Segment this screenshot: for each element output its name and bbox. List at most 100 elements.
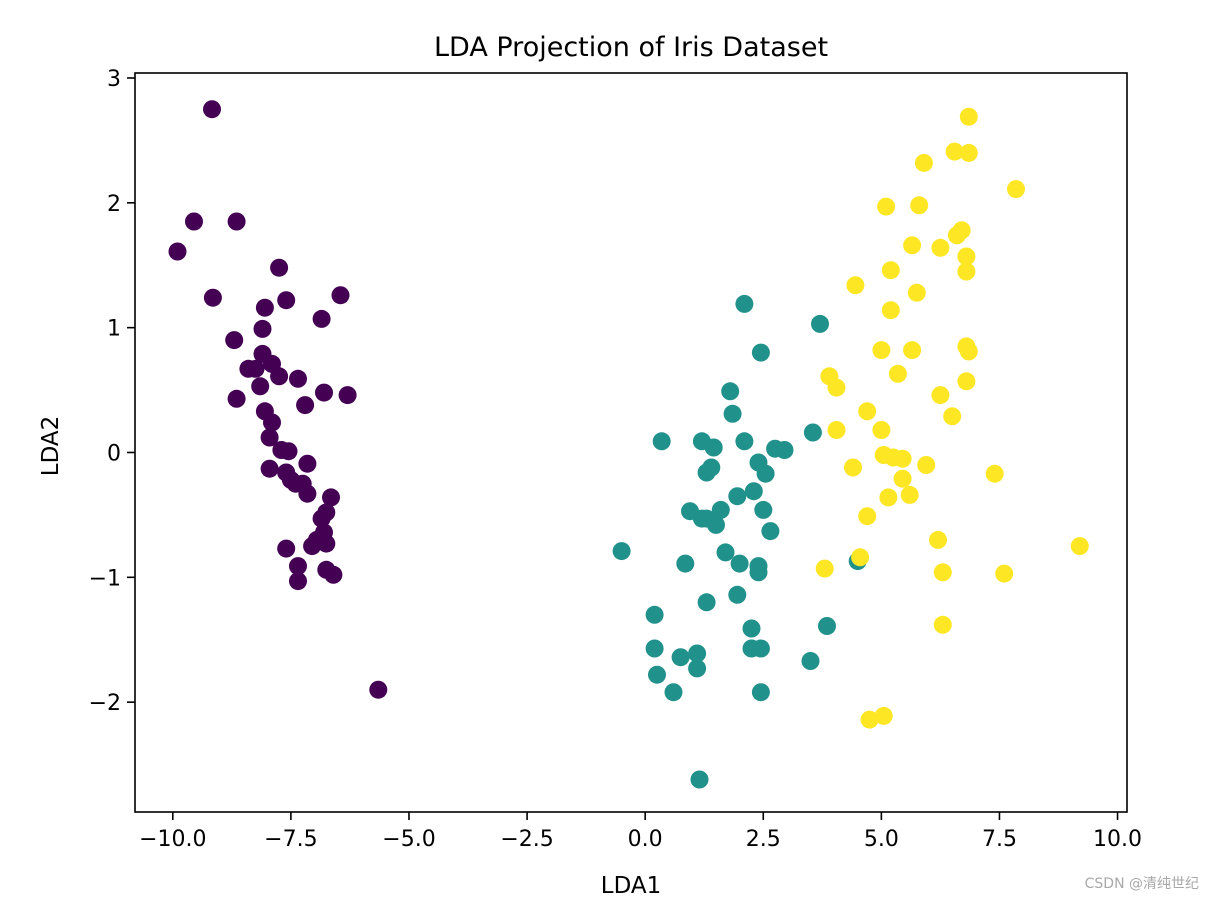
data-point (803, 423, 822, 442)
data-point (888, 364, 907, 383)
y-tick-label: −2 (89, 691, 121, 716)
data-point (818, 617, 836, 635)
data-point (881, 261, 900, 280)
data-point (957, 262, 976, 281)
data-point (331, 286, 350, 305)
data-point (995, 564, 1014, 583)
data-point (751, 343, 770, 362)
data-point (296, 396, 315, 415)
data-point (277, 291, 296, 310)
data-point (298, 454, 317, 473)
data-point (270, 258, 289, 277)
data-point (645, 639, 664, 658)
y-axis: −2 −1 0 1 2 3 (89, 67, 135, 716)
data-point (931, 238, 950, 257)
data-point (279, 442, 298, 461)
data-point (704, 438, 723, 457)
y-tick-label: 2 (107, 192, 121, 217)
data-point (263, 413, 281, 432)
data-point (761, 522, 780, 541)
data-point (645, 605, 664, 624)
data-point (322, 488, 340, 507)
data-point (711, 500, 730, 519)
data-point (933, 563, 952, 582)
data-point (225, 331, 244, 350)
data-point (872, 341, 891, 360)
data-point (289, 572, 307, 591)
x-axis-label: LDA1 (601, 873, 662, 899)
data-point (688, 644, 707, 663)
data-point (688, 659, 707, 678)
data-point (903, 341, 922, 360)
data-point (676, 554, 695, 573)
data-point (315, 383, 333, 402)
data-point (652, 432, 671, 451)
y-tick-label: 1 (107, 317, 121, 342)
data-point (827, 421, 846, 439)
data-point (690, 770, 709, 789)
data-point (846, 276, 865, 295)
data-point (957, 247, 976, 266)
x-tick-label: −2.5 (500, 827, 553, 852)
data-point (298, 484, 317, 503)
data-point (959, 342, 978, 361)
chart-title: LDA Projection of Iris Dataset (434, 32, 828, 63)
data-point (289, 557, 307, 576)
data-point (959, 107, 978, 126)
data-point (947, 226, 966, 245)
data-point (742, 619, 761, 638)
x-tick-label: −10.0 (139, 827, 206, 852)
data-point (900, 485, 919, 504)
data-point (227, 389, 246, 408)
data-point (775, 441, 794, 459)
data-point (185, 212, 203, 231)
data-point (893, 449, 912, 468)
data-point (815, 559, 834, 578)
data-point (707, 515, 725, 534)
data-point (671, 648, 690, 667)
data-point (945, 142, 964, 161)
data-point (957, 372, 976, 391)
data-point (844, 458, 862, 477)
data-point (270, 367, 289, 386)
data-point (312, 509, 331, 528)
x-tick-label: 10.0 (1093, 827, 1142, 852)
data-point (811, 314, 829, 333)
data-point (749, 563, 768, 582)
data-point (917, 456, 936, 474)
data-point (648, 665, 666, 684)
x-tick-label: 5.0 (864, 827, 899, 852)
data-point (914, 153, 933, 172)
data-point (881, 301, 900, 320)
data-point (858, 507, 877, 526)
data-point (303, 537, 322, 556)
data-point (251, 377, 270, 396)
watermark: CSDN @清纯世纪 (1084, 876, 1199, 892)
data-point (227, 212, 246, 231)
data-point (735, 432, 754, 451)
plot-frame (134, 72, 1128, 813)
data-point (751, 639, 770, 658)
x-tick-label: 7.5 (982, 827, 1017, 852)
data-point (203, 100, 221, 119)
data-point (338, 386, 357, 405)
x-tick-label: 0.0 (628, 827, 663, 852)
data-point (728, 487, 747, 506)
data-point (730, 554, 749, 573)
y-tick-label: −1 (89, 566, 121, 591)
data-point (874, 706, 893, 725)
data-point (664, 683, 683, 702)
data-point (324, 565, 343, 584)
data-point (735, 294, 754, 313)
data-point (612, 542, 631, 561)
x-tick-label: 2.5 (746, 827, 781, 852)
data-point (723, 404, 742, 423)
data-point (860, 710, 879, 729)
data-point (879, 488, 898, 507)
data-point (827, 378, 846, 397)
data-point (697, 463, 716, 482)
data-point (289, 369, 307, 388)
x-axis: −10.0 −7.5 −5.0 −2.5 0.0 2.5 5.0 7.5 10.0 (139, 812, 1142, 852)
data-point (903, 236, 922, 255)
data-point (943, 407, 962, 426)
